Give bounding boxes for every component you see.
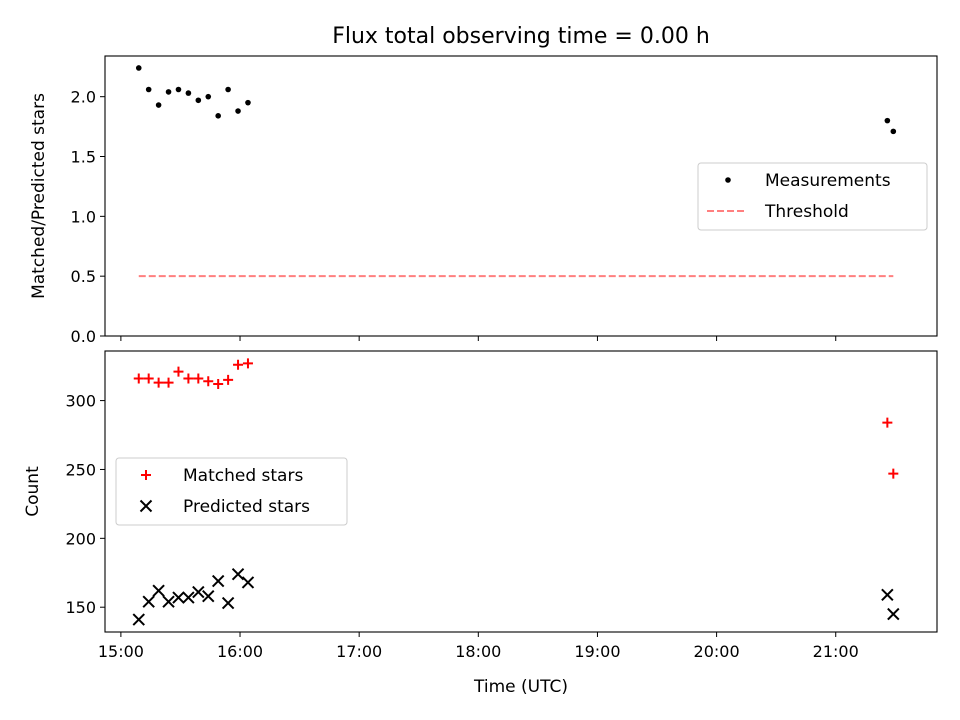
data-point [241,576,255,589]
data-point [175,86,182,93]
data-point [143,373,154,384]
y-tick-label: 1.0 [71,207,96,226]
axes-frame [104,350,938,633]
data-point [881,588,894,602]
x-tick-label: 17:00 [336,642,382,661]
data-point [211,574,225,588]
legend-entry: Measurements [765,171,891,191]
y-axis-label: Matched/Predicted stars [29,93,49,299]
data-point [172,591,185,604]
legend-marker [141,470,151,480]
y-tick-label: 0.5 [71,267,96,286]
legend-marker [725,177,731,183]
data-point [205,93,212,100]
y-axis-label: Count [23,466,43,517]
data-point [192,585,205,599]
data-point [242,358,253,369]
y-tick-label: 2.0 [71,88,96,107]
axes-frame [104,55,938,337]
data-point [135,65,142,71]
data-point [223,374,234,385]
data-point [142,595,155,608]
data-point [152,584,165,597]
data-point [163,377,174,388]
y-tick-label: 200 [65,529,96,548]
data-point [890,128,897,135]
legend-box [115,457,348,526]
data-point [132,613,145,626]
data-point [155,102,162,108]
y-tick-label: 1.5 [71,148,96,167]
data-point [888,468,899,479]
data-point [162,595,175,608]
x-tick-label: 16:00 [217,642,263,661]
data-point [203,376,214,387]
legend-box [697,162,928,231]
data-point [183,373,194,384]
data-point [165,89,172,95]
count-axes: 150 200 250 300 15:00 16:00 17:00 18:00 19:00 20:… [23,350,938,661]
data-point [245,99,251,106]
data-point [182,591,195,604]
x-axis-label: Time (UTC) [473,677,568,697]
chart-title: Flux total observing time = 0.00 h [332,24,710,49]
data-point [235,108,241,114]
x-tick-label: 18:00 [455,642,501,661]
legend-marker [139,499,153,513]
data-point [202,589,215,603]
data-point [213,379,224,390]
y-tick-label: 300 [65,392,96,411]
x-tick-label: 20:00 [694,642,740,661]
data-point [887,607,900,621]
data-point [884,117,891,124]
data-point [233,359,244,370]
data-point [133,373,144,384]
data-point [195,97,202,104]
x-tick-label: 21:00 [813,642,859,661]
y-tick-label: 150 [65,598,96,617]
x-tick-label: 19:00 [574,642,620,661]
data-point [153,377,164,388]
legend-entry: Matched stars [183,466,303,486]
x-tick-label: 15:00 [98,642,144,661]
data-point [145,86,152,93]
data-point [193,373,204,384]
data-point [215,113,221,119]
legend-entry: Threshold [764,202,849,222]
legend-entry: Predicted stars [183,497,310,517]
data-point [225,86,231,93]
y-tick-label: 0.0 [71,327,96,346]
data-point [185,90,192,96]
data-point [221,596,235,610]
data-point [231,567,245,581]
data-point [882,417,893,428]
data-point [173,366,184,377]
ratio-axes: 0.0 0.5 1.0 1.5 2.0 Matched/Predicted stars Me… [29,55,938,346]
y-tick-label: 250 [65,460,96,479]
